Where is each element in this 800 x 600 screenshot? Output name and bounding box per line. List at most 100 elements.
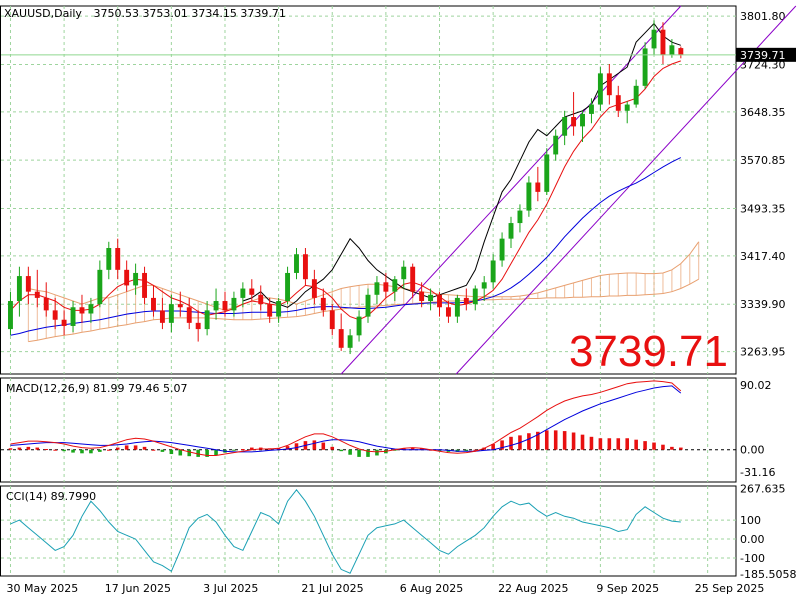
candle[interactable] (115, 238, 121, 280)
macd-hist-bar (330, 446, 335, 450)
candle[interactable] (311, 269, 317, 305)
candle[interactable] (588, 98, 594, 124)
macd-panel[interactable]: 90.02 0.00 -31.16 (0, 377, 776, 483)
candle[interactable] (61, 310, 67, 336)
candle[interactable] (267, 297, 273, 323)
candle[interactable] (428, 288, 434, 311)
cci-panel[interactable]: 267.635 100 0.00 -100 -185.5058 (0, 482, 797, 581)
candle[interactable] (320, 288, 326, 317)
candle[interactable] (177, 291, 183, 317)
candle[interactable] (571, 92, 577, 136)
candle[interactable] (338, 313, 344, 351)
candle[interactable] (276, 297, 282, 323)
candle[interactable] (580, 110, 585, 142)
macd-hist-bar (473, 449, 478, 451)
candle[interactable] (615, 85, 621, 118)
candle[interactable] (651, 20, 657, 55)
candle[interactable] (392, 276, 398, 302)
macd-hist-bar (536, 431, 540, 450)
candle[interactable] (213, 288, 219, 320)
candle-body (392, 279, 398, 292)
macd-hist-bar (679, 447, 683, 450)
candle[interactable] (633, 79, 639, 108)
candle[interactable] (204, 301, 210, 336)
macd-hist-bar (115, 447, 120, 450)
candle-body (419, 291, 425, 302)
candle[interactable] (142, 266, 148, 305)
candle[interactable] (294, 248, 299, 280)
candle[interactable] (544, 148, 550, 195)
candle[interactable] (678, 46, 684, 59)
candle[interactable] (195, 310, 201, 342)
candle[interactable] (329, 304, 335, 336)
price-panel[interactable]: 3801.803724.303648.353570.853493.353417.… (0, 5, 797, 375)
candle[interactable] (151, 285, 156, 317)
candle[interactable] (508, 216, 514, 249)
candle[interactable] (25, 266, 31, 305)
candle[interactable] (356, 310, 362, 342)
candle[interactable] (258, 285, 264, 311)
candle[interactable] (285, 266, 291, 305)
candle[interactable] (499, 232, 505, 267)
candle[interactable] (249, 279, 255, 302)
candle[interactable] (481, 276, 487, 302)
candle[interactable] (97, 260, 103, 308)
candle[interactable] (124, 260, 130, 292)
candle[interactable] (168, 294, 174, 333)
candle-body (597, 73, 603, 105)
candle[interactable] (624, 101, 630, 124)
candle[interactable] (419, 282, 425, 308)
candle[interactable] (517, 204, 523, 233)
candle[interactable] (16, 266, 22, 317)
candle[interactable] (70, 301, 76, 333)
candle[interactable] (437, 291, 442, 317)
candle[interactable] (88, 297, 94, 323)
candle[interactable] (365, 288, 371, 323)
macd-hist-bar (562, 431, 567, 450)
candle[interactable] (597, 67, 603, 111)
candle[interactable] (8, 291, 13, 336)
candle[interactable] (401, 260, 407, 289)
candle[interactable] (240, 282, 246, 308)
candle[interactable] (159, 297, 165, 330)
big-price-readout: 3739.71 (569, 327, 728, 376)
candle[interactable] (463, 288, 469, 311)
candle[interactable] (52, 297, 58, 330)
candle[interactable] (43, 282, 49, 317)
candle[interactable] (642, 42, 648, 89)
candle[interactable] (79, 294, 85, 323)
time-tick-label: 6 Aug 2025 (400, 582, 463, 595)
candle[interactable] (472, 285, 478, 311)
candle[interactable] (410, 263, 416, 298)
candle[interactable] (347, 329, 353, 355)
candle[interactable] (302, 248, 308, 286)
candle[interactable] (562, 110, 568, 146)
candle[interactable] (454, 294, 460, 323)
candle[interactable] (133, 263, 139, 295)
candle[interactable] (383, 272, 389, 298)
candle[interactable] (606, 64, 612, 105)
candle[interactable] (374, 276, 380, 305)
candle-body (8, 301, 13, 330)
candle[interactable] (186, 297, 192, 330)
candle-body (517, 210, 523, 224)
candle[interactable] (490, 254, 496, 289)
candle[interactable] (231, 291, 237, 317)
candle[interactable] (526, 176, 532, 217)
time-axis: 30 May 2025 17 Jun 2025 3 Jul 2025 21 Jul 2… (6, 582, 764, 595)
macd-hist-bar (580, 434, 585, 450)
candle[interactable] (222, 291, 228, 317)
candle-body (168, 304, 174, 323)
candle-body (115, 248, 121, 270)
current-price-tag-label: 3739.71 (740, 49, 786, 62)
candle[interactable] (553, 129, 559, 161)
macd-hist-bar (401, 448, 406, 450)
candle[interactable] (445, 301, 451, 323)
ma-slow-line (10, 157, 682, 336)
candle[interactable] (660, 22, 666, 65)
candle[interactable] (34, 269, 40, 308)
candle[interactable] (106, 241, 112, 280)
candle-body (562, 117, 568, 136)
candle[interactable] (535, 166, 541, 202)
